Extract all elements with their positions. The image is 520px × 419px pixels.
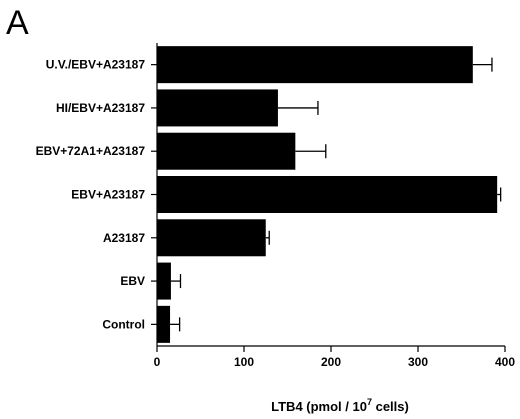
error-bar-2 <box>295 144 327 159</box>
error-bars-layer <box>170 57 502 332</box>
x-tick-label-0: 0 <box>154 355 161 369</box>
bar-4 <box>157 219 266 257</box>
x-tick-label-2: 200 <box>321 355 341 369</box>
error-bar-6 <box>170 317 181 332</box>
category-label-3: EBV+A23187 <box>71 188 145 202</box>
bar-3 <box>157 176 498 213</box>
bar-6 <box>157 305 171 343</box>
category-label-1: HI/EBV+A23187 <box>56 101 145 115</box>
bar-5 <box>157 262 171 300</box>
bar-1 <box>157 89 278 127</box>
x-tick-label-1: 100 <box>234 355 254 369</box>
error-bar-4 <box>265 230 270 245</box>
x-axis-title-suffix: cells) <box>372 399 409 414</box>
category-label-6: Control <box>102 317 145 331</box>
x-axis-title-prefix: LTB4 (pmol / 10 <box>271 399 367 414</box>
panel-letter: A <box>6 4 29 42</box>
category-label-5: EBV <box>120 274 145 288</box>
error-bar-1 <box>277 100 319 115</box>
x-tick-label-4: 400 <box>495 355 515 369</box>
bar-2 <box>157 132 296 170</box>
category-label-0: U.V./EBV+A23187 <box>46 58 146 72</box>
category-label-4: A23187 <box>103 231 145 245</box>
bar-0 <box>157 46 473 84</box>
error-bar-5 <box>170 274 182 289</box>
x-tick-label-3: 300 <box>408 355 428 369</box>
bars-layer <box>157 46 498 343</box>
x-axis-title-superscript: 7 <box>367 397 372 407</box>
axes-layer <box>151 43 506 352</box>
category-label-2: EBV+72A1+A23187 <box>36 144 146 158</box>
error-bar-3 <box>497 187 502 202</box>
labels-layer: U.V./EBV+A23187 HI/EBV+A23187 EBV+72A1+A23… <box>36 58 516 369</box>
error-bar-0 <box>472 57 493 72</box>
x-axis-title: LTB4 (pmol / 107 cells) <box>271 397 409 414</box>
